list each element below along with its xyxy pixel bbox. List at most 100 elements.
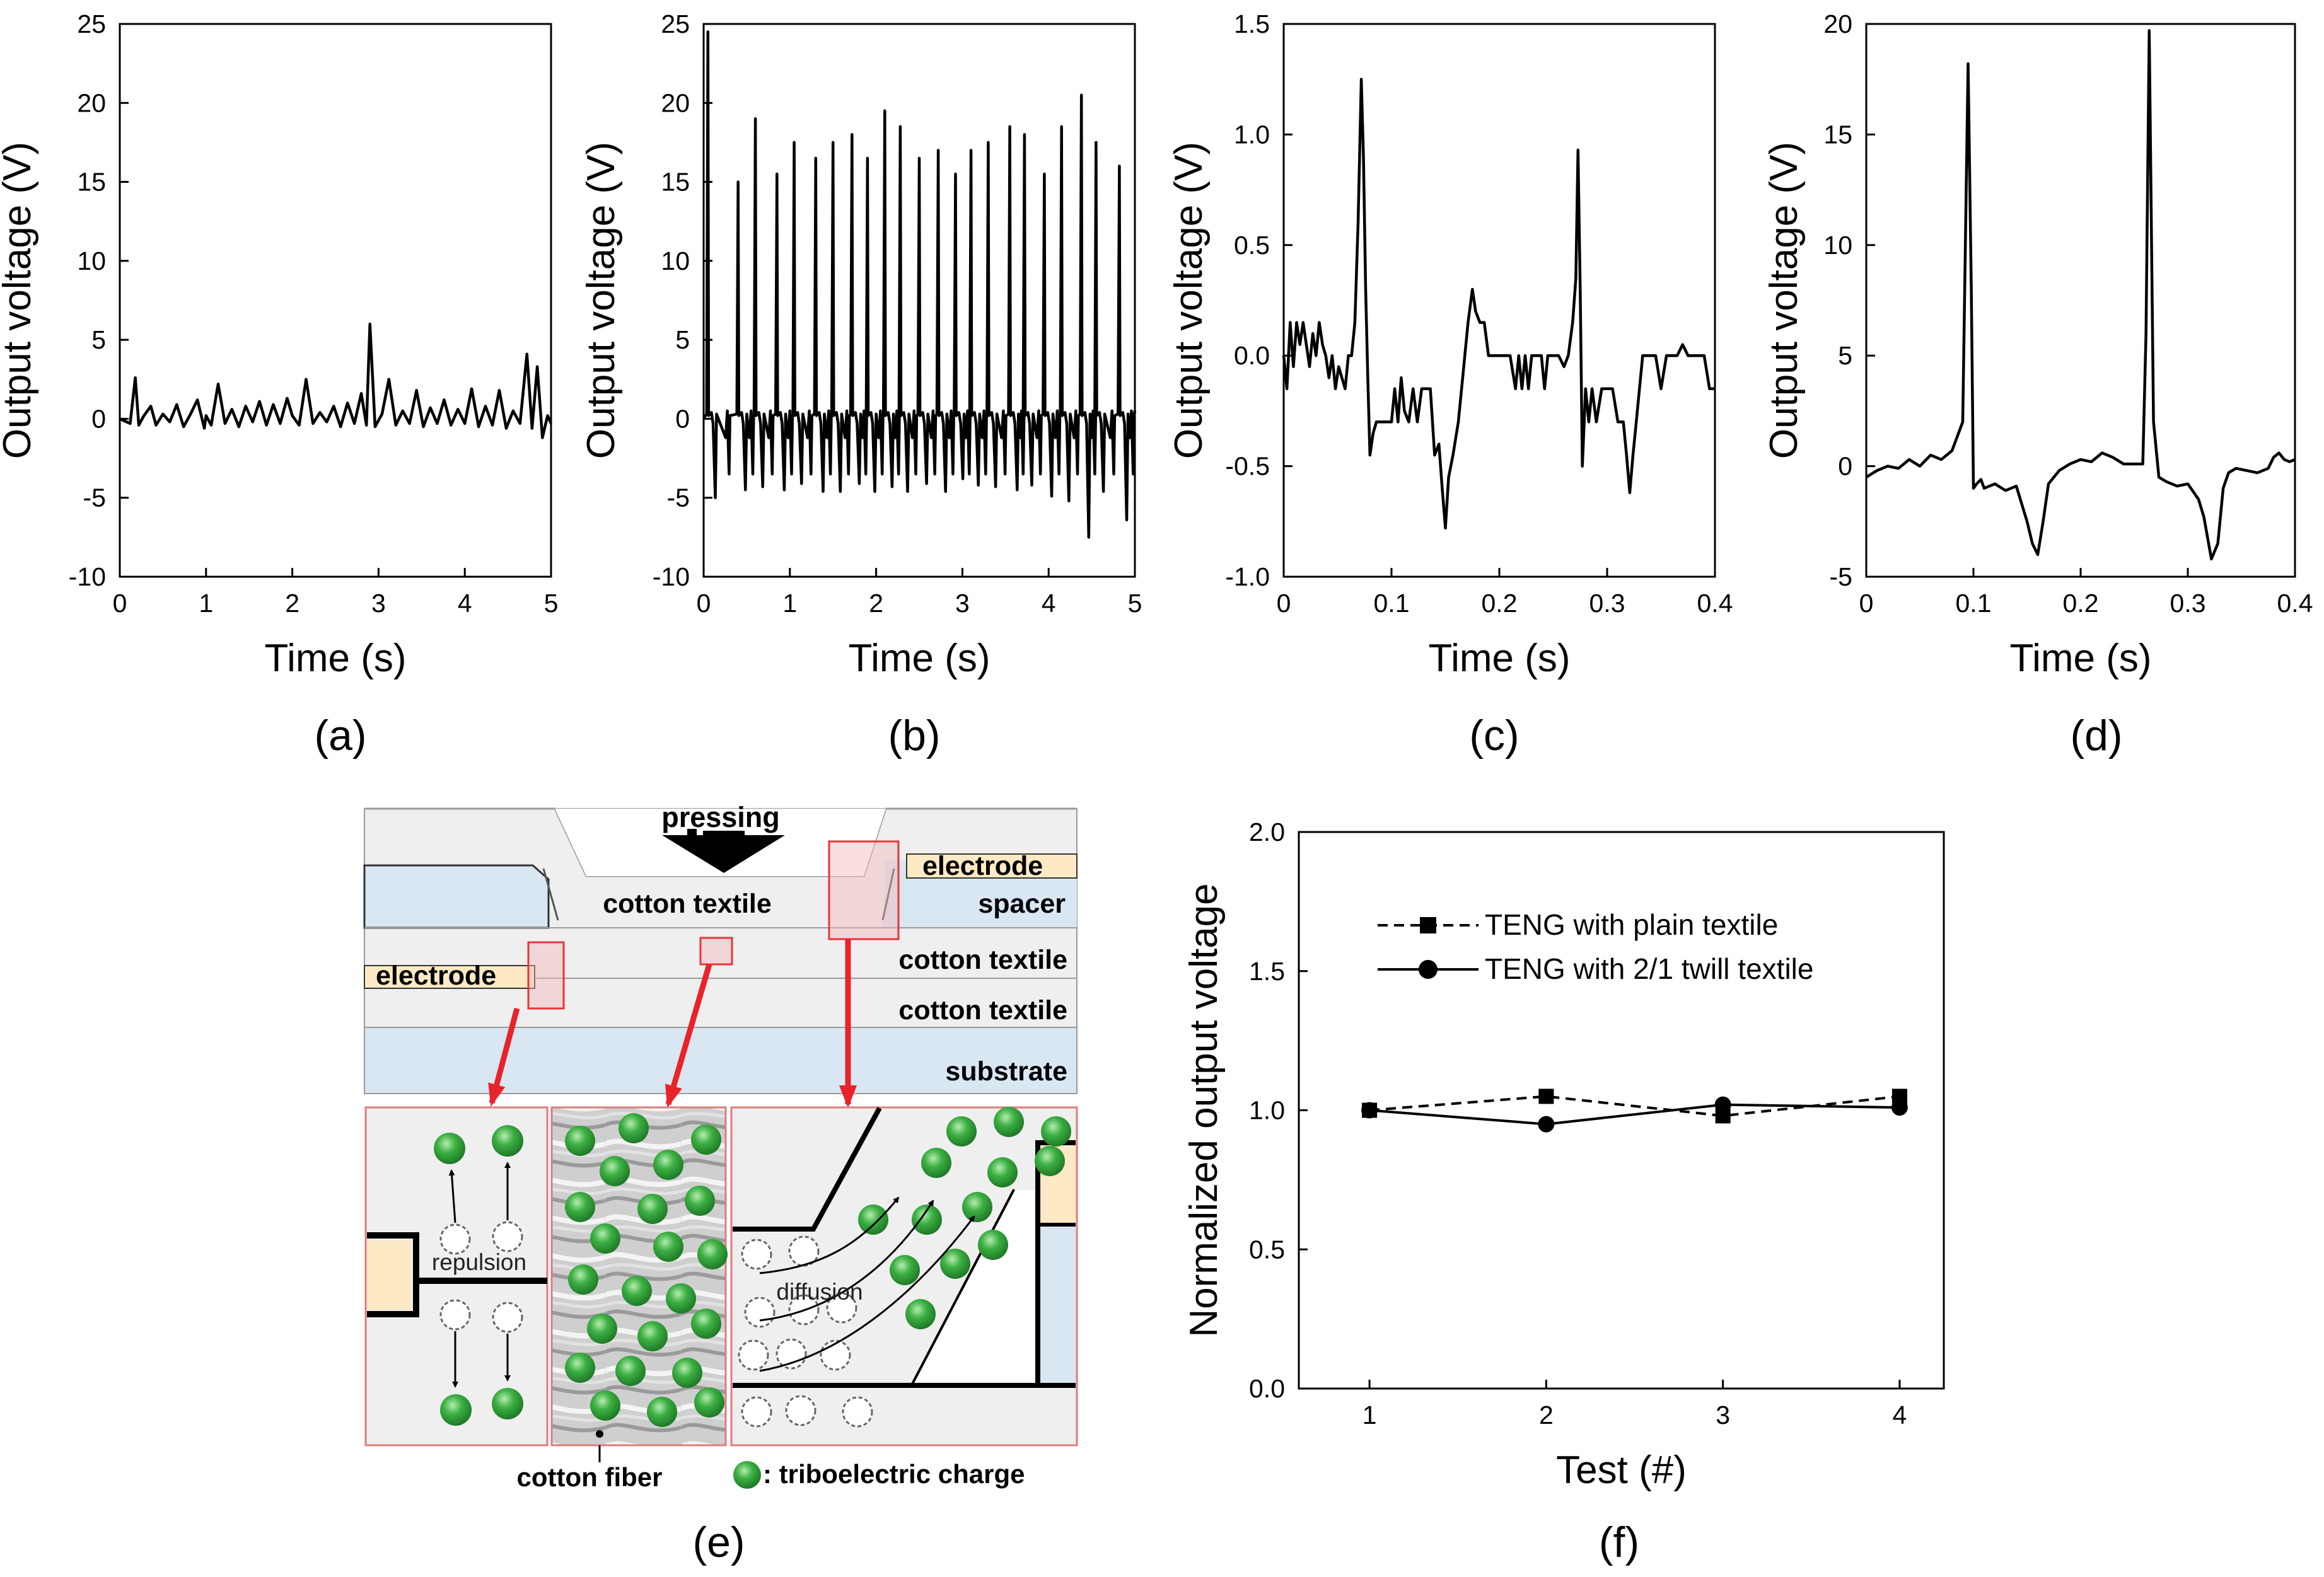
- charge-ball: [685, 1186, 715, 1216]
- x-tick-label: 2: [869, 589, 883, 618]
- y-tick-label: -10: [69, 562, 106, 591]
- y-tick-label: 0: [91, 404, 106, 433]
- electrode-right-label: electrode: [922, 851, 1043, 881]
- y-axis-label: Output voltage (V): [1167, 142, 1211, 459]
- charge-ball: [434, 1133, 465, 1164]
- legend-marker-circle: [1419, 960, 1438, 979]
- y-tick-label: 10: [661, 246, 690, 275]
- y-tick-label: 1.5: [1234, 9, 1270, 38]
- empty-charge-site: [820, 1339, 851, 1371]
- charge-ball: [890, 1255, 920, 1285]
- y-tick-label: 15: [1823, 120, 1852, 149]
- charge-ball: [921, 1148, 951, 1178]
- charge-ball: [987, 1157, 1018, 1187]
- charge-ball: [691, 1124, 721, 1155]
- x-tick-label: 3: [955, 589, 970, 618]
- empty-charge-site: [785, 1395, 816, 1426]
- y-tick-label: 20: [1823, 9, 1852, 38]
- highlight-box-left: [527, 941, 565, 1010]
- x-tick-label: 0.4: [1697, 589, 1733, 618]
- plot-frame: [1282, 23, 1716, 578]
- y-tick-label: 1.0: [1234, 120, 1270, 149]
- charge-ball: [492, 1388, 523, 1419]
- legend-marker-square: [1420, 917, 1436, 933]
- x-tick-label: 0.2: [2063, 589, 2099, 618]
- y-tick-label: 10: [1823, 231, 1852, 260]
- charge-ball: [946, 1116, 977, 1147]
- charge-ball: [492, 1125, 523, 1157]
- legend-label: TENG with plain textile: [1485, 908, 1778, 941]
- x-tick-label: 4: [458, 589, 472, 618]
- x-tick-label: 0.2: [1482, 589, 1518, 618]
- y-tick-label: 15: [77, 168, 106, 197]
- series-line-2: [1369, 1103, 1900, 1126]
- detail-diffusion: diffusion: [730, 1106, 1078, 1447]
- x-tick-label: 0.4: [2277, 589, 2313, 618]
- diagram-e: pressing electrode spacer cotton textile…: [363, 801, 1078, 1492]
- detail-fiber: cotton fiber: [517, 1106, 728, 1492]
- charge-ball: [440, 1394, 472, 1426]
- y-tick-label: 20: [661, 88, 690, 117]
- y-tick-label: 5: [91, 325, 106, 354]
- x-tick-label: 5: [544, 589, 559, 618]
- panel-label-d: (d): [2070, 712, 2122, 760]
- charge-ball: [565, 1353, 595, 1383]
- zoom-arrow-left: [488, 1007, 520, 1107]
- charge-ball: [858, 1204, 888, 1235]
- chart-b: 0 1 2 3 4 5 -10 -5 0 5 10 15 20 25 Time (s) Output volt…: [579, 9, 1142, 680]
- charge-ball: [587, 1314, 617, 1344]
- charge-ball: [637, 1194, 668, 1224]
- y-tick-label: 0.0: [1249, 1374, 1285, 1403]
- charge-ball: [691, 1308, 721, 1339]
- y-tick-label: 25: [661, 9, 690, 38]
- cotton-textile-top-label: cotton textile: [603, 889, 772, 919]
- empty-charge-site: [741, 1239, 772, 1270]
- y-tick-label: -10: [653, 562, 690, 591]
- data-point-circle: [1361, 1102, 1378, 1119]
- charge-ball: [568, 1264, 598, 1295]
- charge-ball: [653, 1232, 683, 1262]
- highlight-box-middle: [699, 937, 733, 966]
- charge-ball: [962, 1192, 992, 1222]
- plot-frame: [1865, 23, 2296, 578]
- y-tick-label: -5: [667, 483, 690, 512]
- chart-a: 0 1 2 3 4 5 -10 -5 0 5 10 15 20 25 Time (s) Output volt…: [0, 9, 558, 680]
- x-tick-label: 1: [1362, 1401, 1377, 1430]
- y-tick-label: 0.5: [1249, 1235, 1285, 1264]
- diffusion-label: diffusion: [776, 1279, 863, 1305]
- y-tick-label: 15: [661, 168, 690, 197]
- x-tick-label: 4: [1893, 1401, 1907, 1430]
- charge-ball: [940, 1249, 970, 1279]
- electrode-right: [906, 853, 1078, 879]
- empty-charge-site: [826, 1292, 857, 1324]
- spacer-left: [363, 864, 550, 929]
- charge-ball: [565, 1126, 595, 1156]
- charge-ball: [994, 1107, 1024, 1137]
- highlight-box-right: [828, 840, 900, 940]
- pressing-arrow-icon: [662, 835, 785, 873]
- plot-frame: [119, 23, 552, 578]
- empty-charge-site: [842, 1396, 873, 1428]
- y-tick-label: 5: [1838, 341, 1852, 370]
- charge-ball: [978, 1230, 1008, 1260]
- cotton-textile-low-label: cotton textile: [898, 995, 1067, 1025]
- charge-ball: [912, 1204, 942, 1235]
- y-tick-label: -1.0: [1225, 562, 1270, 591]
- y-tick-label: 25: [77, 9, 106, 38]
- x-tick-label: 3: [1716, 1401, 1730, 1430]
- charge-ball: [622, 1276, 652, 1306]
- x-tick-label: 0.3: [2170, 589, 2206, 618]
- chart-f: 1 2 3 4 0.0 0.5 1.0 1.5 2.0 Test (#) Normalized ou…: [1182, 817, 1945, 1492]
- charge-ball: [666, 1283, 696, 1314]
- series-line-d: [1865, 29, 2296, 561]
- cross-section: pressing electrode spacer cotton textile…: [363, 801, 1078, 1108]
- y-tick-label: 0.5: [1234, 231, 1270, 260]
- series-line-c: [1282, 78, 1715, 530]
- charge-ball: [1035, 1146, 1065, 1176]
- spacer-label: spacer: [978, 889, 1066, 919]
- data-point-circle: [1538, 1116, 1555, 1133]
- x-tick-label: 0: [1277, 589, 1291, 618]
